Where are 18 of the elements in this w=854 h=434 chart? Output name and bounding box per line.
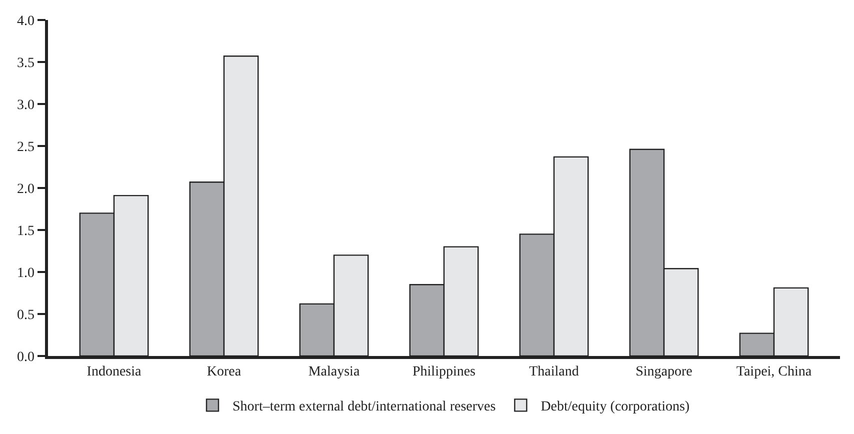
y-tick-label: 4.0 (16, 14, 34, 29)
y-tick-label: 2.0 (16, 182, 34, 197)
x-tick-label: Philippines (412, 364, 476, 380)
x-tick-label: Indonesia (86, 364, 142, 380)
y-tick-label: 3.0 (16, 98, 34, 113)
x-tick-label: Korea (206, 364, 242, 380)
x-tick-label: Thailand (529, 364, 579, 380)
x-tick-label: Malaysia (308, 364, 360, 380)
y-tick-label: 0.5 (16, 308, 34, 323)
y-tick-label: 0.0 (16, 350, 34, 365)
legend-label: Short–term external debt/international reserves (232, 400, 496, 415)
legend-label: Debt/equity (corporations) (540, 400, 690, 415)
x-tick-label: Singapore (636, 364, 692, 380)
y-tick-label: 1.0 (16, 266, 34, 281)
x-tick-label: Taipei, China (736, 364, 812, 380)
y-tick-label: 3.5 (16, 56, 34, 71)
y-tick-label: 1.5 (16, 224, 34, 239)
y-tick-label: 2.5 (16, 140, 34, 155)
